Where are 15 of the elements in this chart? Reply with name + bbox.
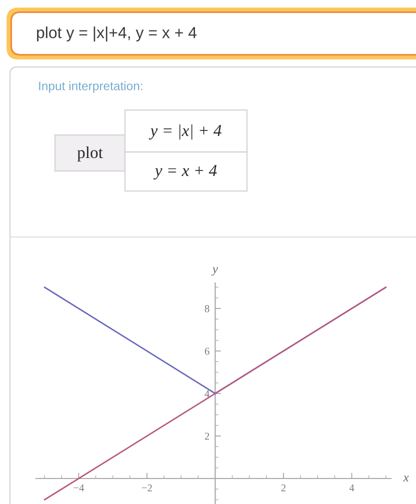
y-tick-label: 2 [204,432,210,440]
x-tick-label: 2 [281,484,286,492]
x-tick-label: 4 [349,484,354,492]
x-tick-label: −4 [74,484,84,492]
text: plot [77,146,103,162]
text: Input interpretation: [39,81,142,93]
y-tick-label: 8 [204,305,210,312]
x-axis-title: x [403,476,409,482]
chart-title: plot y = |x|+4, y = x + 4 [37,26,197,42]
x-tick-label: −2 [142,484,152,492]
y-tick-label: 6 [204,348,210,355]
text: y = x + 4 [153,164,217,180]
text: y = |x| + 4 [148,124,222,140]
y-axis-title: y [211,267,218,276]
y-tick-label: 4 [204,390,210,398]
